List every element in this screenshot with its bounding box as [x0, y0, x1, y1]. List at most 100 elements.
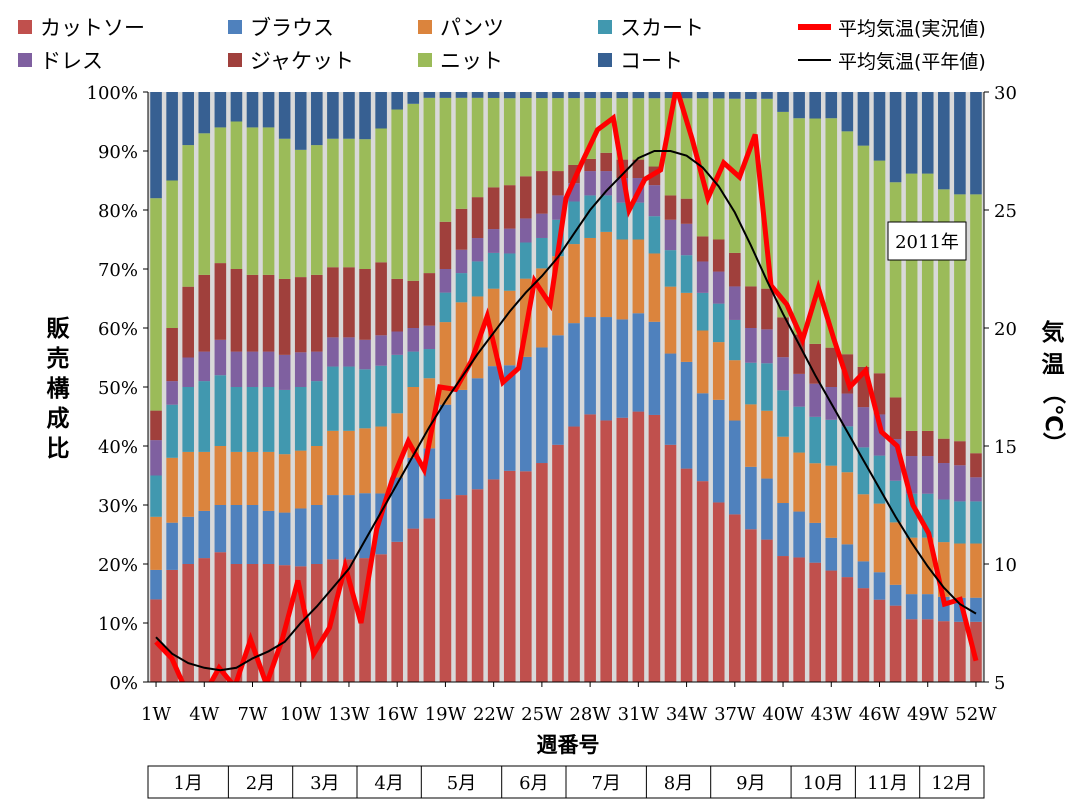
bar-segment-8-week-3 [182, 92, 194, 146]
y-tick-label: 0% [109, 673, 138, 694]
bar-segment-3-week-17 [407, 387, 420, 458]
bar-segment-1-week-22 [487, 479, 500, 682]
bar-segment-2-week-2 [166, 522, 178, 570]
bar-segment-1-week-24 [520, 471, 532, 682]
bar-segment-1-week-6 [230, 564, 243, 682]
bar-segment-8-week-49 [921, 92, 934, 174]
bar-segment-7-week-50 [938, 189, 950, 439]
bar-segment-2-week-52 [970, 597, 982, 622]
bar-segment-8-week-8 [262, 92, 275, 128]
bar-segment-6-week-50 [938, 438, 950, 464]
bar-segment-6-week-8 [262, 274, 275, 352]
bar-segment-3-week-15 [375, 426, 387, 494]
bar-segment-2-week-25 [536, 347, 548, 464]
bar-segment-6-week-28 [584, 158, 596, 172]
bar-segment-6-week-47 [889, 397, 902, 440]
bar-segment-3-week-1 [150, 516, 162, 570]
bar-segment-3-week-7 [246, 451, 259, 505]
bar-segment-6-week-25 [536, 171, 548, 214]
bar-segment-6-week-3 [182, 286, 194, 358]
bar-segment-6-week-17 [407, 280, 420, 328]
bar-segment-5-week-10 [294, 352, 307, 387]
bar-segment-5-week-2 [166, 381, 178, 405]
bar-segment-2-week-28 [584, 317, 596, 415]
bar-segment-3-week-46 [873, 503, 886, 573]
bar-segment-7-week-42 [809, 118, 821, 344]
bar-segment-2-week-45 [857, 561, 870, 589]
bar-segment-6-week-16 [391, 278, 403, 332]
bar-segment-6-week-36 [712, 239, 725, 272]
bar-segment-7-week-8 [262, 127, 275, 275]
bar-segment-7-week-12 [327, 138, 339, 268]
bar-segment-3-week-23 [503, 290, 516, 366]
bar-segment-3-week-19 [439, 322, 452, 405]
bar-segment-3-week-10 [294, 450, 307, 509]
bar-segment-7-week-2 [166, 180, 178, 328]
legend-label: ニット [440, 49, 503, 73]
bar-segment-1-week-5 [214, 552, 227, 682]
bar-segment-4-week-2 [166, 404, 178, 458]
bar-segment-2-week-17 [407, 457, 420, 529]
bar-segment-1-week-48 [905, 619, 918, 682]
bar-segment-3-week-35 [696, 330, 709, 394]
bar-segment-4-week-47 [889, 480, 902, 523]
bar-segment-6-week-40 [777, 317, 789, 358]
bar-segment-6-week-13 [343, 267, 355, 338]
bar-segment-7-week-24 [520, 98, 532, 177]
bar-segment-4-week-4 [198, 381, 211, 452]
month-label: 11月 [867, 773, 908, 794]
bar-segment-2-week-11 [311, 505, 323, 564]
x-tick-label: 43W [811, 704, 853, 725]
bar-segment-4-week-7 [246, 387, 259, 452]
bar-segment-4-week-29 [600, 195, 612, 232]
bar-segment-2-week-39 [761, 478, 773, 540]
bar-segment-5-week-8 [262, 351, 275, 387]
bar-segment-2-week-29 [600, 317, 612, 421]
bar-segment-3-week-44 [841, 472, 854, 545]
bar-segment-3-week-45 [857, 494, 870, 562]
bar-segment-4-week-27 [568, 201, 580, 245]
bar-segment-4-week-8 [262, 387, 275, 452]
y-tick-label: 40% [98, 437, 138, 458]
x-tick-label: 40W [762, 704, 804, 725]
bar-segment-2-week-30 [616, 319, 629, 418]
bar-segment-3-week-34 [680, 292, 693, 362]
bar-segment-6-week-31 [632, 159, 645, 179]
year-annotation-box [887, 221, 967, 261]
bar-segment-7-week-10 [294, 149, 307, 278]
bar-segment-7-week-46 [873, 160, 886, 374]
bar-segment-7-week-18 [423, 97, 436, 274]
bar-segment-7-week-49 [921, 173, 934, 431]
month-label: 2月 [246, 773, 275, 794]
bar-segment-4-week-25 [536, 237, 548, 269]
bar-segment-8-week-50 [938, 92, 950, 190]
bar-segment-1-week-16 [391, 541, 403, 682]
bar-segment-3-week-29 [600, 231, 612, 318]
bar-segment-2-week-5 [214, 505, 227, 553]
bar-segment-6-week-12 [327, 267, 339, 338]
bar-segment-8-week-47 [889, 92, 902, 183]
y-tick-label: 80% [98, 201, 138, 222]
bar-segment-1-week-36 [712, 502, 725, 682]
month-table: 1月 2月 3月 4月 5月 6月 7月 8月 9月 10月 11月 12月 [147, 765, 985, 799]
bar-segment-2-week-21 [471, 378, 484, 490]
bar-segment-5-week-47 [889, 439, 902, 481]
bar-segment-8-week-24 [520, 92, 532, 99]
bar-segment-4-week-33 [664, 250, 677, 287]
bar-segment-7-week-25 [536, 98, 548, 172]
month-label: 10月 [803, 773, 844, 794]
bar-segment-4-week-20 [455, 273, 468, 303]
bar-segment-1-week-15 [375, 554, 387, 682]
bar-segment-1-week-33 [664, 444, 677, 682]
bar-segment-6-week-34 [680, 198, 693, 224]
legend-label: コート [620, 49, 683, 73]
bar-segment-4-week-46 [873, 455, 886, 504]
bar-segment-5-week-25 [536, 213, 548, 238]
bar-segment-3-week-41 [793, 452, 805, 512]
bar-segment-1-week-17 [407, 528, 420, 682]
bar-segment-4-week-21 [471, 261, 484, 297]
bar-segment-3-week-6 [230, 451, 243, 505]
bar-segment-7-week-47 [889, 182, 902, 398]
bar-segment-8-week-28 [584, 92, 596, 99]
